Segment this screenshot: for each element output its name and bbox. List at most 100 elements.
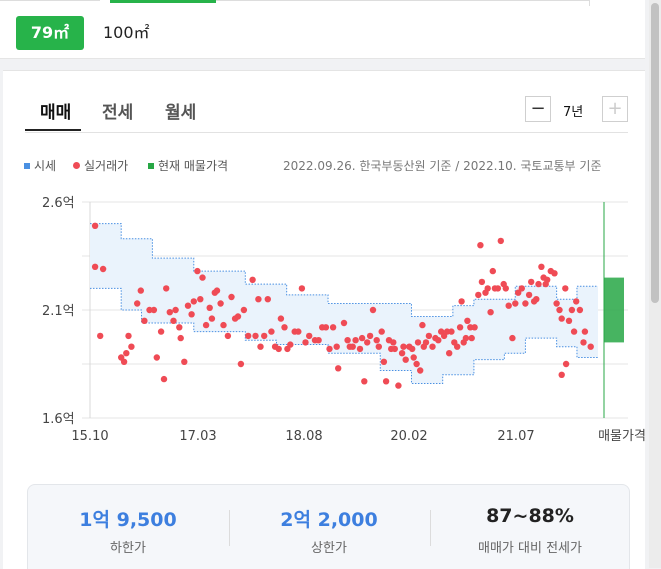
trade-point bbox=[137, 287, 144, 294]
trade-point bbox=[257, 343, 264, 350]
top-divider bbox=[589, 0, 590, 6]
tab-monthly-rent[interactable]: 월세 bbox=[165, 103, 197, 123]
tab-sale[interactable]: 매매 bbox=[40, 103, 72, 123]
trade-point bbox=[202, 321, 210, 329]
trade-point bbox=[518, 285, 525, 292]
stat-label: 매매가 대비 전세가 bbox=[478, 541, 582, 556]
trade-point bbox=[497, 237, 504, 245]
trade-point bbox=[409, 345, 416, 353]
trade-point bbox=[295, 328, 302, 335]
trade-point bbox=[494, 285, 502, 292]
trade-point bbox=[400, 343, 407, 350]
dot-icon bbox=[73, 162, 80, 169]
trade-point bbox=[525, 291, 533, 299]
legend-actual-trade: 실거래가 bbox=[73, 157, 128, 174]
trade-point bbox=[177, 334, 184, 342]
price-summary: 1억 9,500 하한가 2억 2,000 상한가 87~88% 매매가 대비 … bbox=[27, 484, 630, 569]
trade-point bbox=[275, 345, 282, 353]
square-icon bbox=[24, 163, 30, 169]
trade-point bbox=[528, 278, 535, 286]
trade-point bbox=[141, 317, 148, 324]
trade-point bbox=[340, 319, 348, 327]
trade-point bbox=[287, 341, 294, 348]
trade-point bbox=[562, 360, 570, 368]
trade-point bbox=[568, 306, 576, 314]
trade-point bbox=[454, 343, 461, 350]
scrollbar-thumb[interactable] bbox=[651, 3, 659, 303]
trade-point bbox=[228, 293, 235, 301]
x-tick-label: 17.03 bbox=[179, 429, 216, 444]
active-tab-underline bbox=[25, 129, 81, 131]
x-tick-label: 18.08 bbox=[285, 429, 322, 444]
y-tick-label: 2.1억 bbox=[42, 304, 75, 319]
stat-value: 87~88% bbox=[486, 505, 574, 527]
trade-point bbox=[402, 356, 409, 363]
top-divider bbox=[0, 0, 100, 1]
trade-point bbox=[410, 354, 417, 361]
tab-jeonse[interactable]: 전세 bbox=[102, 103, 134, 123]
trade-point bbox=[190, 298, 197, 305]
area-100-button[interactable]: 100㎡ bbox=[103, 23, 150, 42]
trade-point bbox=[150, 306, 158, 314]
trade-point bbox=[120, 358, 128, 365]
trade-point bbox=[382, 378, 390, 385]
trade-point bbox=[97, 332, 104, 340]
trade-point bbox=[458, 298, 465, 305]
trade-point bbox=[255, 296, 262, 303]
legend-label: 시세 bbox=[34, 159, 57, 173]
x-tick-label: 21.07 bbox=[497, 429, 534, 444]
trade-point bbox=[123, 350, 130, 357]
trade-point bbox=[146, 306, 153, 314]
area-selector-bar: 79㎡ 100㎡ bbox=[0, 0, 645, 59]
trade-point bbox=[302, 339, 309, 346]
trade-point bbox=[456, 324, 464, 331]
trade-point bbox=[414, 339, 422, 346]
trade-point bbox=[468, 334, 475, 342]
trade-point bbox=[184, 302, 192, 309]
trade-point bbox=[352, 337, 359, 344]
active-top-indicator bbox=[110, 0, 216, 3]
trade-point bbox=[277, 315, 285, 322]
trade-point bbox=[587, 343, 594, 350]
trade-point bbox=[160, 375, 168, 383]
trade-point bbox=[356, 345, 364, 353]
trade-point bbox=[261, 332, 268, 340]
trade-point bbox=[573, 298, 580, 305]
area-79-button[interactable]: 79㎡ bbox=[16, 16, 84, 50]
trade-point bbox=[315, 337, 322, 344]
trade-point bbox=[380, 358, 388, 365]
top-divider bbox=[216, 0, 590, 1]
period-label: 7년 bbox=[563, 105, 584, 120]
trade-point bbox=[224, 332, 232, 340]
trade-point bbox=[322, 324, 330, 331]
trade-point bbox=[475, 291, 482, 299]
trade-point bbox=[535, 280, 542, 288]
stat-divider bbox=[229, 510, 230, 546]
trade-point bbox=[249, 276, 256, 283]
trade-point bbox=[425, 332, 433, 340]
trade-point bbox=[558, 315, 565, 322]
trade-point bbox=[487, 309, 494, 316]
trade-point bbox=[358, 334, 366, 342]
y-tick-label: 1.6억 bbox=[42, 412, 75, 427]
legend-market-price: 시세 bbox=[24, 157, 56, 174]
trade-point bbox=[91, 263, 99, 270]
trade-point bbox=[395, 382, 402, 389]
trade-point bbox=[429, 343, 436, 350]
trade-point bbox=[570, 328, 578, 335]
trade-point bbox=[333, 343, 340, 350]
trade-point bbox=[378, 328, 385, 335]
period-decrease-button[interactable]: − bbox=[525, 96, 551, 122]
trade-point bbox=[556, 306, 563, 314]
trade-point bbox=[245, 332, 252, 340]
trade-point bbox=[478, 278, 486, 286]
trade-point bbox=[398, 350, 406, 357]
trade-point bbox=[413, 360, 420, 368]
trade-point bbox=[489, 267, 496, 275]
period-increase-button[interactable]: + bbox=[602, 96, 628, 122]
trade-point bbox=[217, 300, 224, 307]
trade-point bbox=[373, 337, 380, 344]
trade-point bbox=[538, 263, 545, 270]
trade-point bbox=[391, 345, 398, 353]
